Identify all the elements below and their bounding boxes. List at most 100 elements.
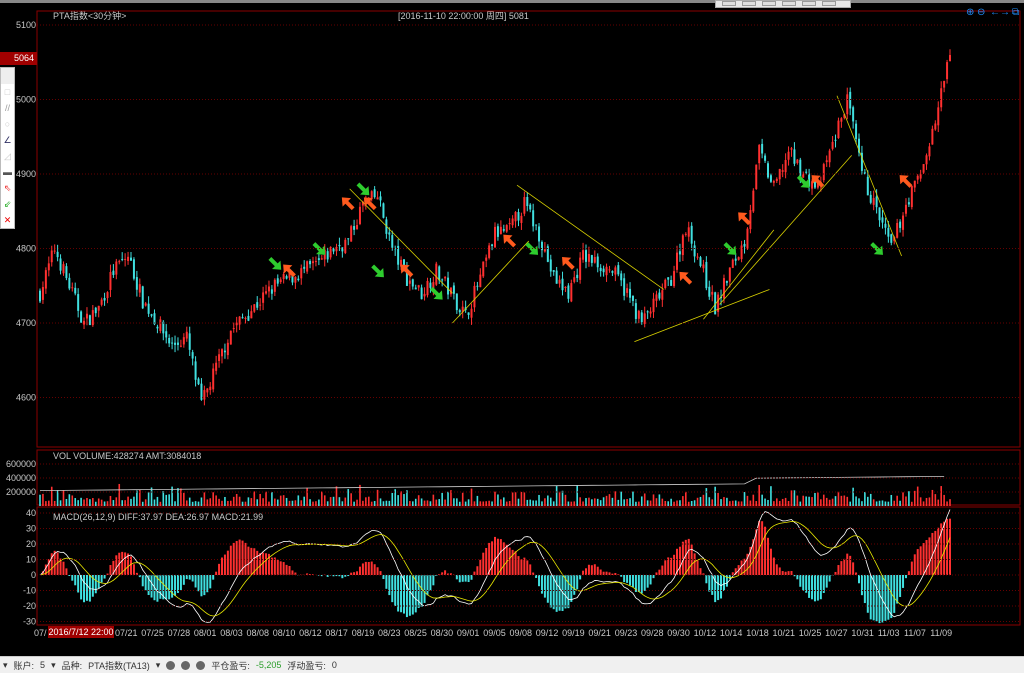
lock-angle-icon[interactable]: ◿ (4, 151, 11, 161)
volume-bar (385, 500, 388, 506)
candle (300, 268, 303, 279)
toolbar-handle[interactable] (1, 68, 14, 84)
volume-bar (259, 493, 261, 506)
macd-bar (887, 575, 890, 620)
rectangle-icon[interactable]: □ (4, 87, 11, 97)
volume-bar (218, 498, 220, 506)
candle (391, 235, 394, 248)
volume-bar (511, 492, 514, 506)
candle (350, 226, 353, 242)
candle (74, 287, 77, 294)
volume-bar (737, 501, 740, 506)
volume-bar (905, 496, 907, 506)
candle (658, 292, 661, 299)
arrow-shape (283, 264, 296, 278)
arrow-shape (429, 286, 443, 300)
candle (297, 278, 300, 281)
candle (526, 196, 529, 207)
drawing-toolbar[interactable]: □ // ○ ∠ ◿ ▬ ⇖ ⇙ ✕ (0, 67, 15, 229)
macd-bar (479, 559, 482, 575)
volume-bar (943, 494, 945, 506)
macd-bar (388, 575, 391, 596)
volume-bar (520, 491, 523, 506)
zoom-in-icon[interactable]: ⊕ (966, 7, 974, 18)
volume-bar (338, 497, 341, 506)
macd-bar (444, 570, 447, 575)
restore-window-icon[interactable]: ⧉ (1012, 7, 1019, 18)
candle (681, 235, 684, 256)
candle (244, 317, 247, 319)
x-tick-label: 08/01 (194, 628, 217, 638)
macd-bar (634, 575, 637, 592)
plus-button[interactable] (181, 660, 191, 670)
dropdown-icon[interactable]: ▾ (3, 659, 8, 670)
volume-bar (194, 501, 197, 506)
candle (702, 264, 705, 269)
volume-title: VOL VOLUME:428274 AMT:3084018 (53, 451, 201, 461)
volume-bar (174, 501, 176, 506)
symbol-select[interactable]: PTA指数(TA13) (88, 660, 150, 671)
candle (573, 277, 576, 282)
macd-bar (253, 548, 256, 575)
candle (168, 337, 171, 344)
sell-arrow-icon (525, 242, 539, 255)
candle (194, 361, 197, 380)
sell-arrow-icon (268, 257, 282, 270)
candle (221, 349, 223, 357)
candle (549, 259, 552, 272)
volume-bar (332, 496, 335, 506)
macd-bar (931, 532, 934, 575)
volume-bar (426, 500, 429, 506)
candle (587, 253, 590, 262)
save-icon[interactable]: ▬ (3, 167, 12, 177)
dropdown-icon[interactable]: ▾ (51, 659, 56, 670)
volume-bar (159, 501, 162, 506)
candle (772, 181, 775, 183)
delete-icon[interactable]: ✕ (3, 215, 12, 225)
floating-toolbar[interactable] (715, 0, 851, 8)
scroll-arrows-icon[interactable]: ←→ (990, 7, 1010, 18)
zoom-out-icon[interactable]: ⊖ (977, 7, 985, 18)
volume-bar (335, 486, 338, 506)
red-arrow-icon[interactable]: ⇖ (3, 183, 12, 193)
dropdown-icon[interactable]: ▾ (155, 659, 161, 670)
candle (376, 197, 379, 200)
macd-bar (940, 523, 943, 575)
buy-arrow-icon (679, 271, 693, 285)
volume-bar (247, 497, 250, 506)
macd-bar (262, 552, 265, 575)
macd-bar (373, 564, 376, 575)
ellipse-icon[interactable]: ○ (4, 119, 11, 129)
parallel-lines-icon[interactable]: // (4, 103, 10, 113)
macd-tick-label: 40 (26, 508, 36, 518)
candle (582, 250, 585, 260)
volume-bar (558, 491, 561, 506)
green-arrow-icon[interactable]: ⇙ (3, 199, 12, 209)
minus-button[interactable] (166, 660, 176, 670)
glasses-icon[interactable] (196, 660, 206, 670)
candle (47, 263, 50, 271)
candle (608, 269, 611, 271)
volume-bar (285, 497, 288, 506)
macd-bar (529, 564, 532, 575)
chart-area[interactable]: 4600 4700 4800 4900 5000 5100 200000 400000 6000… (0, 3, 1024, 655)
candle (144, 303, 147, 306)
candle (273, 279, 276, 292)
volume-bar (805, 496, 807, 506)
x-tick-label: 07/ (34, 628, 47, 638)
volume-bar (614, 491, 617, 506)
volume-bar (147, 492, 150, 506)
volume-bar (764, 498, 766, 506)
macd-bar (179, 575, 182, 591)
volume-bar (514, 492, 517, 506)
volume-ma-line (39, 475, 945, 491)
x-tick-label: 11/09 (930, 628, 952, 638)
x-tick-label: 08/19 (352, 628, 375, 638)
macd-bar (185, 575, 188, 580)
volume-bar (180, 488, 182, 506)
angle-line-icon[interactable]: ∠ (3, 135, 12, 145)
macd-bar (194, 575, 197, 588)
volume-bar (303, 496, 305, 506)
volume-bar (356, 499, 358, 506)
account-select[interactable]: 5 (40, 660, 46, 670)
